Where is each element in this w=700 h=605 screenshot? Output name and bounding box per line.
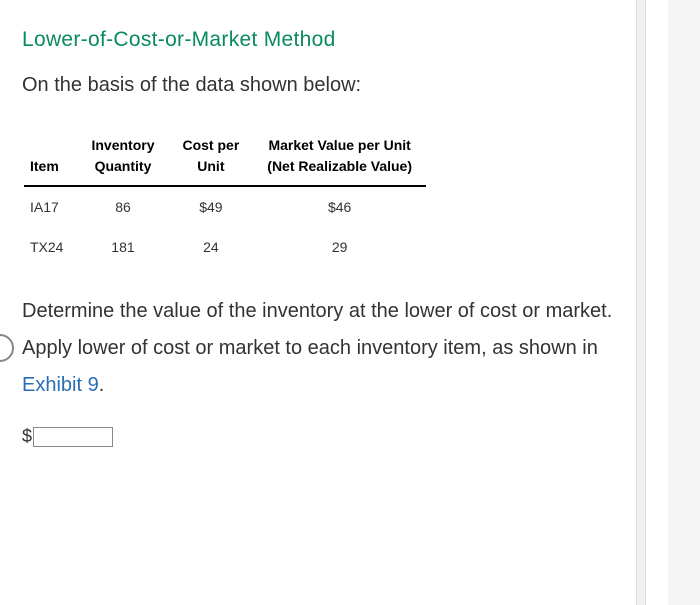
answer-input[interactable]: [33, 427, 113, 447]
exhibit-link[interactable]: Exhibit 9: [22, 374, 99, 396]
col-market-l2: (Net Realizable Value): [267, 158, 412, 174]
cell-qty: 86: [77, 186, 168, 227]
cell-qty: 181: [77, 227, 168, 267]
cell-item: IA17: [24, 186, 77, 227]
question-page: Lower-of-Cost-or-Market Method On the ba…: [0, 0, 668, 605]
inventory-table: Item Inventory Quantity Cost per Unit Ma…: [24, 131, 426, 267]
instruction-after: .: [99, 374, 105, 396]
cell-item: TX24: [24, 227, 77, 267]
scrollbar[interactable]: [636, 0, 646, 605]
page-title: Lower-of-Cost-or-Market Method: [22, 28, 650, 52]
table-row: TX24 181 24 29: [24, 227, 426, 267]
cell-market: 29: [253, 227, 426, 267]
instruction-before: Determine the value of the inventory at …: [22, 300, 612, 359]
cell-cost: $49: [168, 186, 253, 227]
currency-symbol: $: [22, 426, 32, 447]
table-header-row: Item Inventory Quantity Cost per Unit Ma…: [24, 131, 426, 186]
col-cost: Cost per Unit: [168, 131, 253, 186]
cell-market: $46: [253, 186, 426, 227]
col-cost-l2: Unit: [197, 158, 224, 174]
col-item: Item: [24, 131, 77, 186]
prev-nav-circle[interactable]: [0, 334, 14, 362]
cell-cost: 24: [168, 227, 253, 267]
col-market: Market Value per Unit (Net Realizable Va…: [253, 131, 426, 186]
col-qty-l1: Inventory: [91, 137, 154, 153]
instruction-text: Determine the value of the inventory at …: [22, 293, 650, 404]
col-market-l1: Market Value per Unit: [268, 137, 410, 153]
col-qty: Inventory Quantity: [77, 131, 168, 186]
intro-text: On the basis of the data shown below:: [22, 74, 650, 97]
col-item-l2: Item: [30, 158, 59, 174]
table-row: IA17 86 $49 $46: [24, 186, 426, 227]
answer-row: $: [22, 426, 650, 447]
col-cost-l1: Cost per: [182, 137, 239, 153]
col-qty-l2: Quantity: [95, 158, 152, 174]
